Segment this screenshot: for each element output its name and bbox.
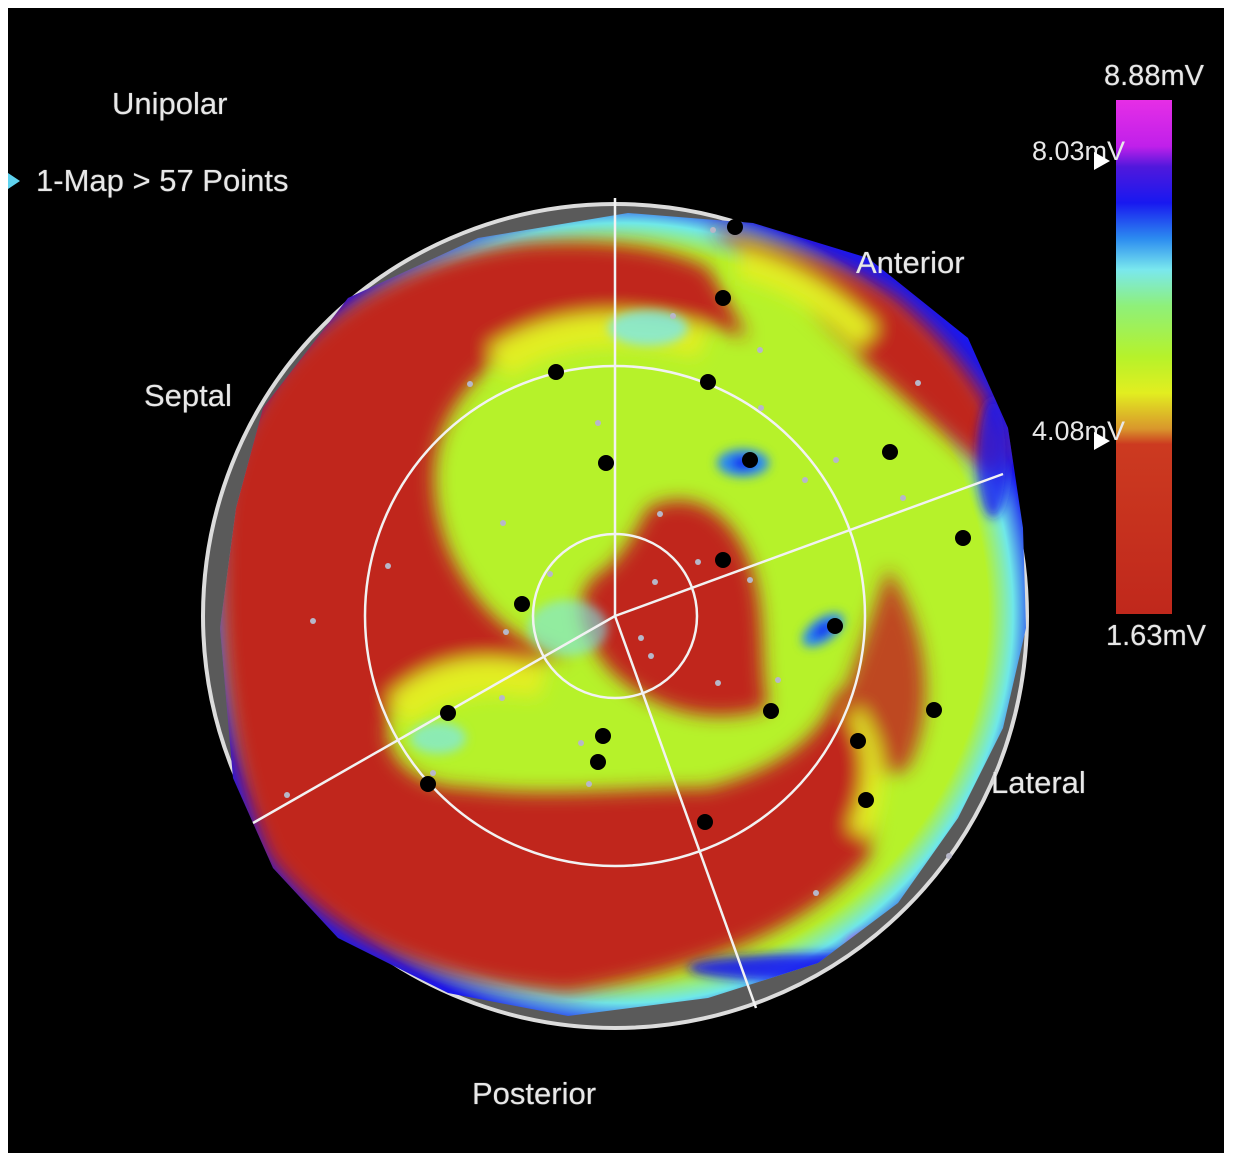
lower-threshold-marker-icon[interactable] bbox=[1094, 432, 1110, 450]
grid-axis-lateral bbox=[614, 472, 1004, 618]
label-septal: Septal bbox=[144, 378, 232, 413]
acquisition-points[interactable] bbox=[420, 219, 971, 830]
lower-threshold-label: 4.08mV bbox=[1032, 416, 1126, 446]
sample-points bbox=[284, 227, 952, 896]
colorbar-max-label: 8.88mV bbox=[1104, 60, 1204, 92]
colorbar-min-label: 1.63mV bbox=[1106, 620, 1206, 652]
grid-axis-posterior bbox=[613, 615, 758, 1009]
label-anterior: Anterior bbox=[856, 245, 965, 280]
mapping-viewport: Unipolar 1-Map > 57 Points Anterior Sept… bbox=[8, 8, 1224, 1153]
upper-threshold-label: 8.03mV bbox=[1032, 136, 1126, 166]
label-lateral: Lateral bbox=[991, 765, 1086, 800]
voltage-colorbar[interactable] bbox=[1116, 100, 1172, 614]
map-type-title: Unipolar bbox=[112, 86, 228, 121]
polar-voltage-map[interactable] bbox=[8, 8, 1224, 1153]
upper-threshold-marker-icon[interactable] bbox=[1094, 152, 1110, 170]
map-label: 1-Map > 57 Points bbox=[36, 163, 289, 198]
cyan-triangle-icon bbox=[8, 173, 20, 189]
grid-axis-septal bbox=[252, 614, 616, 825]
voltage-surface bbox=[220, 213, 1026, 1016]
label-posterior: Posterior bbox=[472, 1076, 597, 1111]
polar-grid bbox=[252, 198, 1004, 1009]
map-selector[interactable]: 1-Map > 57 Points bbox=[8, 163, 288, 199]
